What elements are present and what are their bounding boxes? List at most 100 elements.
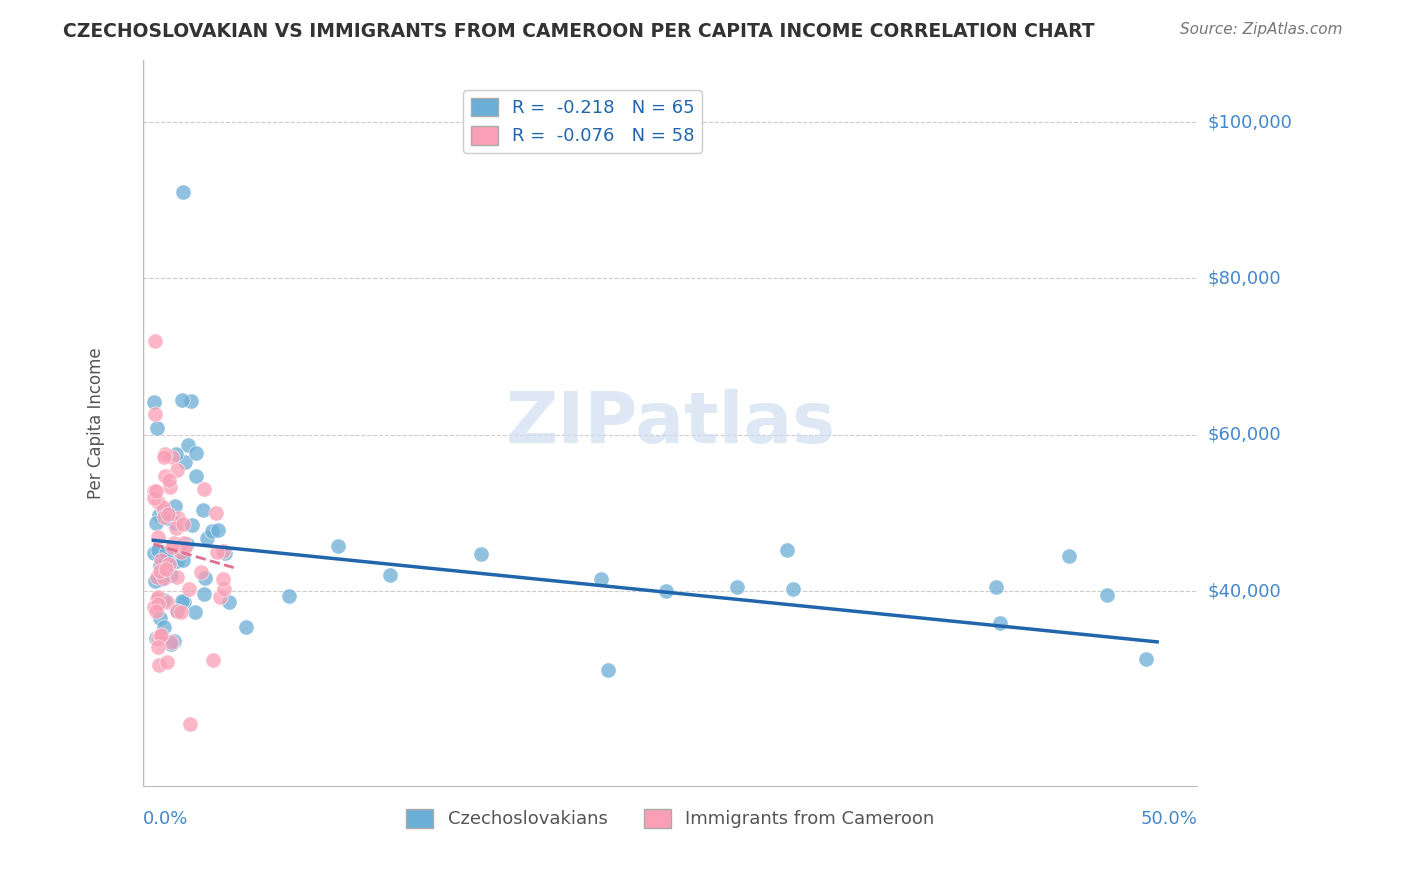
Immigrants from Cameroon xyxy=(148,591,170,605)
Immigrants from Cameroon xyxy=(145,484,167,499)
Czechoslovakians xyxy=(195,531,218,545)
Czechoslovakians xyxy=(152,619,174,633)
Immigrants from Cameroon xyxy=(166,570,188,584)
Immigrants from Cameroon xyxy=(153,510,176,524)
Czechoslovakians xyxy=(166,603,188,617)
Czechoslovakians xyxy=(153,551,176,566)
Immigrants from Cameroon xyxy=(190,566,212,580)
Czechoslovakians xyxy=(153,504,176,518)
Immigrants from Cameroon xyxy=(148,629,170,643)
Immigrants from Cameroon xyxy=(146,591,169,606)
Text: Source: ZipAtlas.com: Source: ZipAtlas.com xyxy=(1180,22,1343,37)
Czechoslovakians xyxy=(150,572,173,586)
Czechoslovakians xyxy=(149,611,172,625)
Czechoslovakians xyxy=(218,595,240,609)
Czechoslovakians xyxy=(1059,549,1081,563)
Czechoslovakians xyxy=(143,395,166,409)
Czechoslovakians xyxy=(988,615,1011,630)
Immigrants from Cameroon xyxy=(162,450,184,464)
Immigrants from Cameroon xyxy=(179,717,201,731)
Immigrants from Cameroon xyxy=(146,632,169,646)
Czechoslovakians xyxy=(725,580,748,594)
Czechoslovakians xyxy=(145,631,167,645)
Text: $100,000: $100,000 xyxy=(1208,113,1292,131)
Czechoslovakians xyxy=(166,554,188,568)
Immigrants from Cameroon xyxy=(152,500,174,514)
Immigrants from Cameroon xyxy=(143,599,166,614)
Text: ZIPatlas: ZIPatlas xyxy=(505,389,835,458)
Immigrants from Cameroon xyxy=(177,582,200,597)
Czechoslovakians xyxy=(782,582,804,596)
Text: $40,000: $40,000 xyxy=(1208,582,1281,600)
Czechoslovakians xyxy=(170,546,193,560)
Immigrants from Cameroon xyxy=(143,491,166,505)
Czechoslovakians xyxy=(153,593,176,607)
Czechoslovakians xyxy=(193,587,215,601)
Czechoslovakians xyxy=(1135,652,1157,666)
Immigrants from Cameroon xyxy=(148,597,170,611)
Immigrants from Cameroon xyxy=(146,495,169,509)
Czechoslovakians xyxy=(984,581,1007,595)
Immigrants from Cameroon xyxy=(159,480,181,494)
Immigrants from Cameroon xyxy=(167,511,190,525)
Czechoslovakians xyxy=(173,186,195,200)
Czechoslovakians xyxy=(184,446,207,460)
Czechoslovakians xyxy=(172,553,194,567)
Immigrants from Cameroon xyxy=(145,570,167,584)
Immigrants from Cameroon xyxy=(160,540,183,554)
Czechoslovakians xyxy=(191,503,214,517)
Immigrants from Cameroon xyxy=(155,562,177,576)
Immigrants from Cameroon xyxy=(205,506,228,520)
Czechoslovakians xyxy=(176,537,198,551)
Czechoslovakians xyxy=(470,547,492,561)
Czechoslovakians xyxy=(207,524,229,538)
Czechoslovakians xyxy=(172,392,194,407)
Immigrants from Cameroon xyxy=(156,594,179,608)
Immigrants from Cameroon xyxy=(212,572,235,586)
Czechoslovakians xyxy=(156,511,179,525)
Legend: Czechoslovakians, Immigrants from Cameroon: Czechoslovakians, Immigrants from Camero… xyxy=(399,802,942,836)
Immigrants from Cameroon xyxy=(166,604,188,618)
Czechoslovakians xyxy=(328,539,350,553)
Czechoslovakians xyxy=(180,518,202,533)
Text: CZECHOSLOVAKIAN VS IMMIGRANTS FROM CAMEROON PER CAPITA INCOME CORRELATION CHART: CZECHOSLOVAKIAN VS IMMIGRANTS FROM CAMER… xyxy=(63,22,1095,41)
Text: 50.0%: 50.0% xyxy=(1140,810,1198,828)
Immigrants from Cameroon xyxy=(145,407,167,421)
Czechoslovakians xyxy=(1095,588,1118,602)
Czechoslovakians xyxy=(148,508,170,523)
Immigrants from Cameroon xyxy=(166,463,188,477)
Immigrants from Cameroon xyxy=(150,553,173,567)
Czechoslovakians xyxy=(589,572,612,586)
Text: $80,000: $80,000 xyxy=(1208,269,1281,287)
Immigrants from Cameroon xyxy=(148,530,170,544)
Czechoslovakians xyxy=(214,546,236,560)
Immigrants from Cameroon xyxy=(173,536,195,550)
Immigrants from Cameroon xyxy=(163,536,186,550)
Czechoslovakians xyxy=(170,594,193,608)
Immigrants from Cameroon xyxy=(156,655,179,669)
Immigrants from Cameroon xyxy=(157,473,180,487)
Czechoslovakians xyxy=(184,605,207,619)
Czechoslovakians xyxy=(145,516,167,530)
Text: Per Capita Income: Per Capita Income xyxy=(87,347,105,499)
Czechoslovakians xyxy=(380,568,402,582)
Immigrants from Cameroon xyxy=(156,507,179,521)
Czechoslovakians xyxy=(194,571,217,585)
Czechoslovakians xyxy=(174,455,197,469)
Immigrants from Cameroon xyxy=(193,482,215,496)
Czechoslovakians xyxy=(155,507,177,521)
Immigrants from Cameroon xyxy=(153,570,176,584)
Immigrants from Cameroon xyxy=(153,447,176,461)
Immigrants from Cameroon xyxy=(159,635,181,649)
Immigrants from Cameroon xyxy=(150,628,173,642)
Czechoslovakians xyxy=(155,546,177,560)
Czechoslovakians xyxy=(235,620,257,634)
Czechoslovakians xyxy=(776,543,799,558)
Immigrants from Cameroon xyxy=(146,640,169,655)
Czechoslovakians xyxy=(278,589,301,603)
Czechoslovakians xyxy=(148,594,170,608)
Immigrants from Cameroon xyxy=(153,450,176,464)
Immigrants from Cameroon xyxy=(209,590,232,604)
Czechoslovakians xyxy=(160,637,183,651)
Immigrants from Cameroon xyxy=(173,540,195,554)
